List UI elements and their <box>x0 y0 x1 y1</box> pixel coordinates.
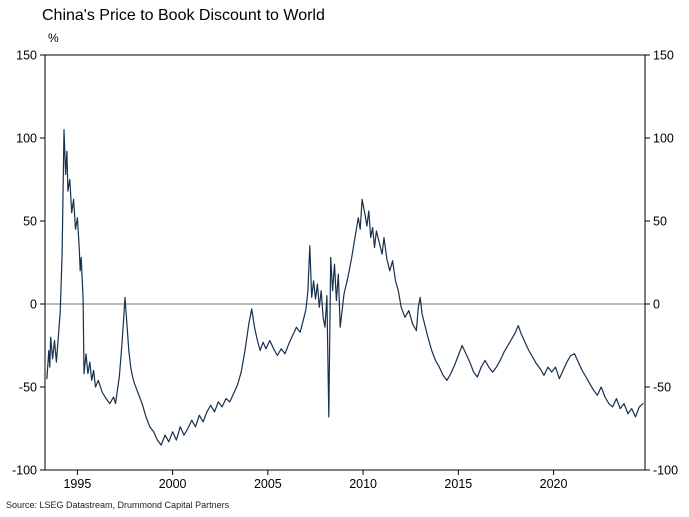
y-tick-label-left: 0 <box>30 298 37 312</box>
y-tick-label-left: 50 <box>23 215 37 229</box>
x-tick-label: 1995 <box>63 477 91 491</box>
y-tick-label-right: 0 <box>653 298 660 312</box>
y-tick-label-left: -100 <box>12 464 37 478</box>
source-note: Source: LSEG Datastream, Drummond Capita… <box>6 500 230 510</box>
y-axis-unit-label: % <box>48 31 59 45</box>
x-tick-label: 2005 <box>254 477 282 491</box>
plot-border <box>44 54 646 471</box>
y-tick-label-left: 150 <box>16 49 37 63</box>
y-tick-label-right: -100 <box>653 464 678 478</box>
y-tick-label-left: 100 <box>16 132 37 146</box>
x-tick-label: 2000 <box>159 477 187 491</box>
x-tick-label: 2010 <box>349 477 377 491</box>
x-tick-label: 2015 <box>444 477 472 491</box>
y-tick-label-right: 100 <box>653 132 674 146</box>
y-tick-label-left: -50 <box>19 381 37 395</box>
y-tick-label-right: 50 <box>653 215 667 229</box>
chart-title: China's Price to Book Discount to World <box>42 7 325 24</box>
plot-area: 150 150 100 100 50 50 0 0 -50 -50 -100 -100 1995 2000… <box>12 49 678 492</box>
series-line <box>46 129 644 446</box>
y-tick-label-right: 150 <box>653 49 674 63</box>
x-tick-label: 2020 <box>540 477 568 491</box>
y-tick-label-right: -50 <box>653 381 671 395</box>
